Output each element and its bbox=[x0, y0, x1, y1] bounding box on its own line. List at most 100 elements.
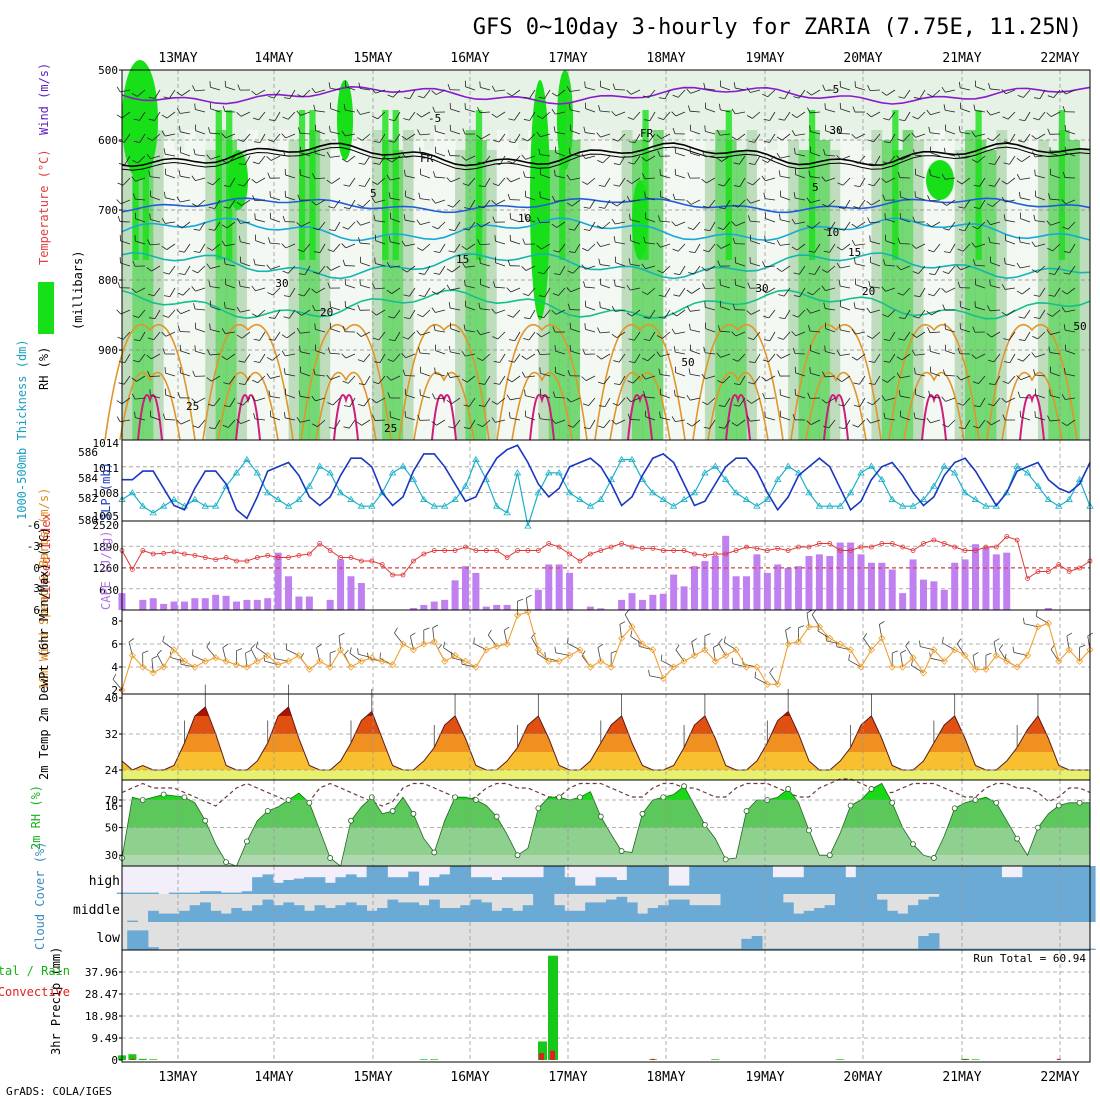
rh-bright-blob-6 bbox=[926, 160, 954, 200]
cloud-low-bar-53 bbox=[668, 948, 680, 950]
wind-barb-186 bbox=[992, 133, 1001, 142]
cloud-high-bar-77 bbox=[918, 866, 930, 894]
slp-point-74 bbox=[891, 461, 893, 464]
wind-barb-792 bbox=[482, 353, 491, 361]
wind-barb-61 bbox=[1039, 89, 1046, 99]
wind-barb-660-flag bbox=[417, 313, 423, 318]
wind-barb-114-flag bbox=[866, 112, 872, 118]
thickness-point-13 bbox=[253, 469, 262, 476]
wind-barb-623-flag bbox=[821, 285, 826, 291]
slp-point-78 bbox=[933, 496, 935, 498]
wind-barb-171-flag bbox=[763, 140, 770, 143]
wind-barb-934 bbox=[690, 397, 701, 401]
rh-core-42 bbox=[559, 110, 566, 260]
lifted-point-12 bbox=[244, 558, 250, 564]
wind-barb-340 bbox=[420, 198, 431, 201]
wind-speed-point-91 bbox=[1065, 646, 1073, 654]
cloud-high-bar-68 bbox=[824, 866, 836, 894]
rh-core-2 bbox=[142, 110, 150, 260]
cloud-middle-bar-80 bbox=[949, 894, 961, 922]
cloud-middle-bar-11 bbox=[231, 908, 243, 922]
wind-barb-193-flag bbox=[132, 159, 138, 164]
cloud-high-bar-8 bbox=[200, 891, 211, 894]
wind-barb-569-flag bbox=[973, 259, 976, 266]
wind-barb-926-flag bbox=[566, 397, 572, 403]
wind-barb-769-flag bbox=[133, 359, 140, 363]
wind-barb-208 bbox=[364, 155, 371, 165]
wind-barb-851 bbox=[404, 375, 416, 377]
precip-bar-3 bbox=[149, 1059, 158, 1060]
wind-barb-969 bbox=[255, 418, 266, 421]
wind-speed-point-4 bbox=[160, 663, 168, 671]
wind-barb-989-flag bbox=[551, 418, 556, 424]
wind-barb-1003-flag bbox=[764, 411, 766, 418]
slp-point-59 bbox=[735, 457, 737, 459]
wind-barb-679-flag bbox=[704, 301, 706, 308]
wind-speed-point-92 bbox=[1076, 657, 1084, 665]
rh-column-54 bbox=[684, 130, 695, 440]
wind-barb-491-flag bbox=[764, 235, 766, 242]
wind-barb-289-flag bbox=[613, 184, 620, 187]
cloud-high-bar-61 bbox=[751, 866, 763, 894]
cloud-low-bar-56 bbox=[699, 948, 711, 950]
wind-barb-272 bbox=[364, 177, 371, 187]
cloud-low-bar-13 bbox=[252, 948, 263, 950]
wind-barb-54-flag bbox=[927, 93, 933, 97]
wind-barb-296 bbox=[723, 177, 731, 187]
lifted-point-36 bbox=[494, 548, 500, 553]
wind-barb-447 bbox=[1067, 221, 1076, 230]
rh-column-69 bbox=[840, 130, 852, 440]
wind-barb-571-flag bbox=[1004, 257, 1006, 264]
wind-barb-884 bbox=[900, 375, 911, 379]
wind-barb-766-flag bbox=[1046, 329, 1051, 335]
slp-point-40 bbox=[537, 483, 539, 485]
lifted-point-61 bbox=[754, 546, 760, 551]
wind-barb-675 bbox=[649, 309, 656, 319]
wind-barb-170-flag bbox=[748, 140, 755, 143]
thickness-point-1 bbox=[128, 489, 137, 496]
wind-barb-755 bbox=[889, 331, 896, 341]
wind-barb-379 bbox=[1005, 199, 1016, 203]
wind-barb-849-flag bbox=[372, 381, 379, 385]
wind-barb-281 bbox=[498, 177, 506, 186]
lifted-point-56 bbox=[702, 553, 708, 558]
precip-axis-title: 3hr Precip (mm) bbox=[49, 947, 63, 1055]
wind-barb-548-flag bbox=[657, 269, 663, 274]
wind-barb-188-flag bbox=[1018, 140, 1025, 143]
wind-barb-686-flag bbox=[806, 308, 811, 314]
wind-barb-784 bbox=[363, 353, 371, 362]
thickness-point-83 bbox=[982, 502, 990, 509]
wind-barb-341 bbox=[435, 199, 446, 204]
bottom-date-13MAY: 13MAY bbox=[158, 1070, 197, 1085]
wind-barb-985-flag bbox=[491, 417, 496, 423]
cloud-middle-bar-68 bbox=[824, 905, 836, 922]
wind-barb-64-flag bbox=[116, 114, 123, 119]
wind-barb-93-flag bbox=[551, 108, 556, 115]
wind10m-barb-38-flag bbox=[517, 598, 524, 602]
wind-barb-401-flag bbox=[373, 214, 376, 221]
wind-barb-912 bbox=[363, 397, 371, 407]
cloud-low-bar-3 bbox=[148, 947, 159, 950]
wind-barb-471-flag bbox=[461, 245, 467, 250]
wind-barb-119 bbox=[945, 109, 956, 113]
wind-barb-670-flag bbox=[567, 303, 571, 310]
cloud-middle-bar-15 bbox=[272, 905, 284, 922]
wind-barb-521 bbox=[255, 264, 266, 267]
wind-barb-834 bbox=[149, 375, 161, 377]
cloud-low-bar-29 bbox=[418, 948, 430, 950]
cape-axis-title-wrap: CAPE (J/kg) bbox=[99, 531, 113, 610]
lifted-point-2 bbox=[140, 548, 146, 553]
rh2m-point-40 bbox=[535, 805, 542, 812]
wind-speed-point-13 bbox=[253, 657, 261, 665]
wind-barb-10-flag bbox=[268, 96, 275, 99]
cape-bar-3 bbox=[149, 598, 157, 610]
wind-barb-624 bbox=[840, 285, 851, 289]
rh-bright-blob-5 bbox=[632, 180, 648, 260]
iso-30-dome-7 bbox=[805, 371, 867, 441]
wind-barb-566-flag bbox=[929, 273, 936, 276]
wind-barb-540 bbox=[543, 265, 551, 275]
wind-barb-894 bbox=[1050, 372, 1061, 377]
wind-barb-317 bbox=[1035, 175, 1046, 179]
wind-barb-676 bbox=[664, 309, 671, 319]
wind-barb-249-flag bbox=[971, 159, 978, 163]
